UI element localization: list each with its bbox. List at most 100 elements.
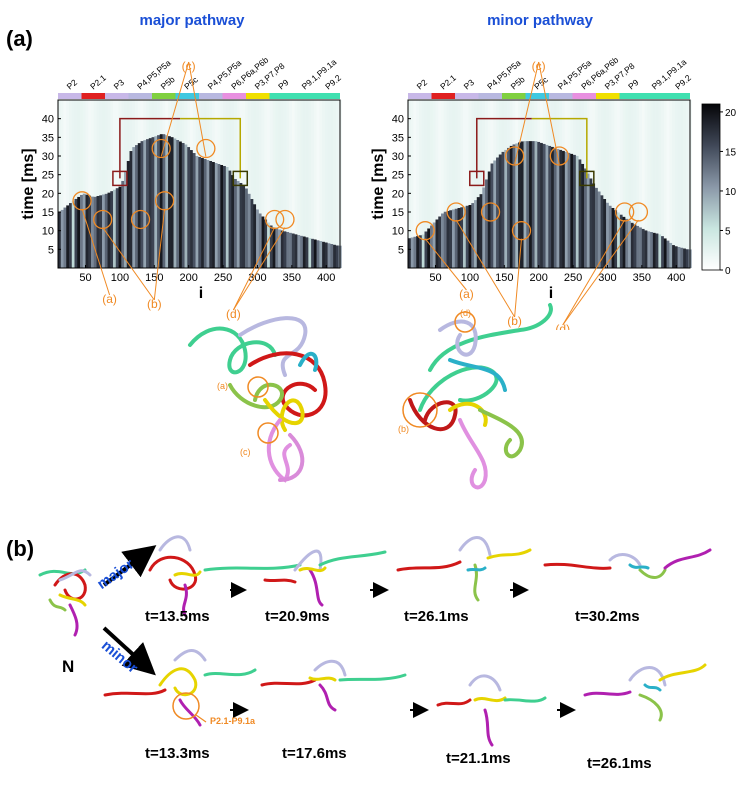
heat-background: [564, 100, 568, 152]
heat-background: [427, 100, 431, 229]
heat-column: [479, 194, 483, 268]
heat-background: [465, 100, 469, 206]
heat-background: [146, 100, 150, 140]
heat-column: [509, 145, 513, 268]
segment-bar-1: [81, 93, 105, 99]
heat-column: [639, 227, 643, 268]
heat-background: [534, 100, 538, 142]
colorbar-tick-label-5: 5: [725, 226, 731, 237]
heat-column: [457, 207, 461, 268]
x-tick-label-50: 50: [79, 272, 91, 284]
heat-column: [115, 188, 119, 268]
heat-column: [672, 245, 676, 268]
heat-column: [77, 196, 81, 268]
x-axis-label: i: [549, 285, 553, 302]
heat-column: [534, 141, 538, 268]
annotation-circle-0: [415, 221, 435, 241]
heat-column: [162, 134, 166, 268]
heat-column: [179, 141, 183, 268]
heat-column: [236, 180, 240, 268]
heat-column: [250, 198, 254, 268]
heat-column: [556, 148, 560, 268]
heat-column: [159, 134, 163, 268]
x-tick-label-400: 400: [667, 272, 685, 284]
segment-bar-1: [431, 93, 455, 99]
heat-background: [672, 100, 676, 246]
heat-background: [102, 100, 106, 195]
segment-bar-0: [58, 93, 82, 99]
heat-column: [311, 238, 315, 268]
heat-background: [630, 100, 634, 223]
heat-column: [501, 151, 505, 268]
heat-column: [294, 234, 298, 268]
heat-background: [319, 100, 323, 241]
heat-background: [206, 100, 210, 160]
heat-background: [209, 100, 213, 161]
heat-background: [479, 100, 483, 195]
annotation-leader: [232, 227, 286, 311]
segment-bar-10: [643, 93, 667, 99]
heat-background: [542, 100, 546, 144]
segment-bar-9: [619, 93, 643, 99]
x-tick-label-150: 150: [495, 272, 513, 284]
heat-column: [625, 218, 629, 268]
heat-background: [192, 100, 196, 154]
heat-column: [548, 145, 552, 268]
x-tick-label-250: 250: [564, 272, 582, 284]
annotation-label-d: (d): [226, 307, 241, 321]
annotation-circle-4: [151, 138, 171, 159]
heat-column: [63, 207, 67, 268]
heat-background: [487, 100, 491, 172]
heat-background: [562, 100, 566, 151]
minor-t3-structure: [436, 674, 547, 747]
heat-column: [228, 170, 232, 268]
heat-background: [435, 100, 439, 220]
heat-column: [559, 149, 563, 268]
segment-bar-8: [246, 93, 270, 99]
heat-background: [507, 100, 511, 148]
segment-bar-3: [478, 93, 502, 99]
x-tick-label-200: 200: [180, 272, 198, 284]
heat-column: [137, 143, 141, 268]
annotation-circle-5: [549, 146, 569, 166]
heat-column: [520, 141, 524, 268]
heat-column: [217, 163, 221, 268]
heat-background: [600, 100, 604, 196]
heat-column: [324, 242, 328, 268]
contact-line-red: [476, 117, 532, 179]
x-tick-label-100: 100: [111, 272, 129, 284]
segment-label-9: P9: [626, 77, 641, 92]
heat-column: [584, 168, 588, 268]
segment-label-1: P2.1: [438, 72, 458, 91]
heat-column: [636, 225, 640, 268]
heat-column: [80, 194, 84, 268]
segment-bar-2: [455, 93, 479, 99]
heat-background: [490, 100, 494, 164]
heat-background: [573, 100, 577, 155]
annotation-circle-1: [93, 209, 113, 230]
heat-background: [305, 100, 309, 238]
heat-background: [322, 100, 326, 242]
segment-bar-6: [199, 93, 223, 99]
heat-column: [504, 149, 508, 268]
heat-column: [655, 233, 659, 268]
heat-background: [619, 100, 623, 215]
heat-background: [239, 100, 243, 183]
heat-background: [625, 100, 629, 219]
x-tick-label-100: 100: [461, 272, 479, 284]
colorbar: 0 5 10 15 20: [701, 103, 737, 277]
heat-background: [416, 100, 420, 236]
heat-background: [556, 100, 560, 149]
annotation-circle-6: [615, 202, 635, 222]
heat-column: [441, 213, 445, 268]
heat-background: [575, 100, 579, 156]
heat-column: [129, 151, 133, 268]
heat-column: [446, 210, 450, 268]
heat-background: [190, 100, 194, 151]
x-tick-label-350: 350: [633, 272, 651, 284]
heat-column: [297, 234, 301, 268]
heat-background: [236, 100, 240, 181]
heat-background: [176, 100, 180, 140]
heat-column: [432, 222, 436, 268]
annotation-label-d: (d): [555, 322, 570, 330]
